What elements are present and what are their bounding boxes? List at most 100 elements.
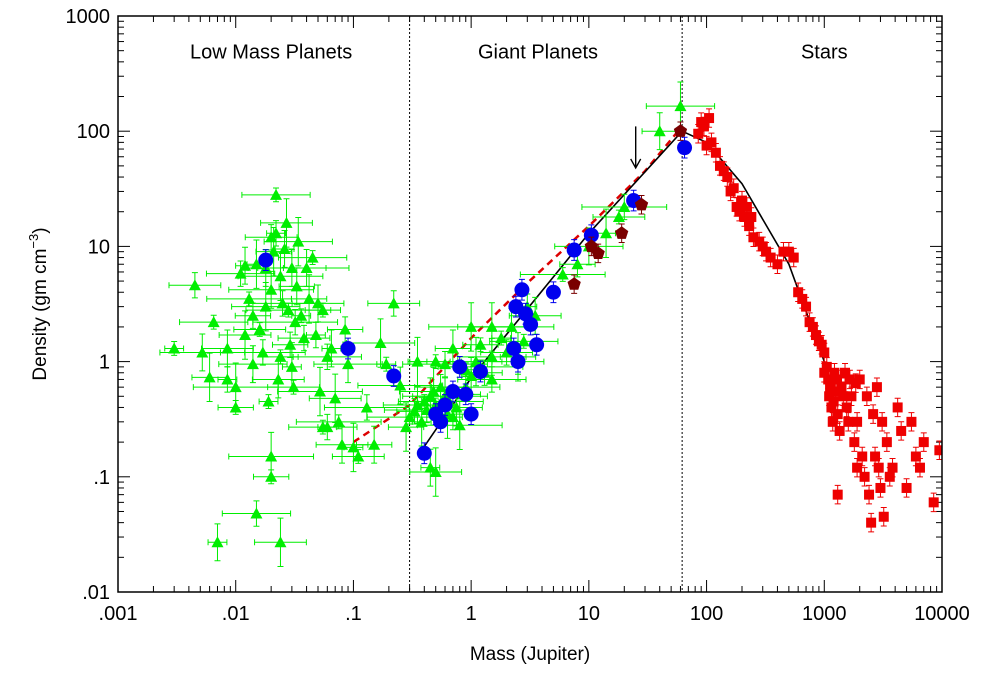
data-point-square (857, 451, 868, 462)
data-point-triangle (276, 297, 289, 309)
data-point-square (827, 416, 838, 427)
data-point-square (928, 497, 939, 508)
data-point-circle (437, 397, 453, 413)
data-point-square (710, 147, 721, 158)
data-point-square (714, 160, 725, 171)
data-point-circle (545, 284, 561, 300)
data-point-square (830, 386, 841, 397)
data-point-square (832, 489, 843, 500)
data-point-square (868, 409, 879, 420)
data-point-square (864, 489, 875, 500)
data-point-square (722, 172, 733, 183)
data-point-square (741, 201, 752, 212)
data-point-square (748, 232, 759, 243)
data-point-circle (340, 340, 356, 356)
data-point-square (698, 121, 709, 132)
x-tick-label: 1 (466, 603, 477, 625)
data-point-square (873, 462, 884, 473)
data-point-square (875, 482, 886, 493)
data-point-triangle (332, 415, 345, 427)
data-point-triangle (211, 536, 224, 548)
data-point-triangle (411, 399, 424, 411)
data-point-circle (514, 282, 530, 298)
data-point-square (896, 425, 907, 436)
data-point-triangle (321, 350, 334, 362)
data-point-triangle (262, 395, 275, 407)
region-label: Giant Planets (478, 42, 598, 64)
data-point-pentagon (567, 277, 581, 290)
data-point-square (852, 416, 863, 427)
data-point-square (810, 330, 821, 341)
data-point-triangle (196, 346, 209, 358)
data-point-square (718, 166, 729, 177)
data-point-square (834, 425, 845, 436)
data-point-triangle (300, 261, 313, 273)
data-point-triangle (270, 227, 283, 239)
data-point-triangle (250, 507, 263, 519)
data-point-circle (506, 340, 522, 356)
data-point-square (819, 347, 830, 358)
data-point-square (906, 416, 917, 427)
data-point-square (866, 517, 877, 528)
data-point-circle (463, 406, 479, 422)
data-point-triangle (265, 470, 278, 482)
data-point-square (807, 321, 818, 332)
data-point-triangle (284, 338, 297, 350)
y-tick-label: 1 (99, 352, 110, 374)
data-point-triangle (239, 329, 252, 341)
data-point-triangle (278, 242, 291, 254)
data-point-square (757, 241, 768, 252)
data-point-square (852, 462, 863, 473)
data-point-square (881, 437, 892, 448)
data-point-triangle (287, 381, 300, 393)
data-point-square (823, 374, 834, 385)
y-tick-label: 1000 (66, 6, 111, 28)
data-point-square (892, 402, 903, 413)
x-tick-label: .001 (99, 603, 138, 625)
data-point-triangle (517, 335, 530, 347)
data-point-square (829, 367, 840, 378)
data-point-triangle (285, 360, 298, 372)
data-point-triangle (429, 466, 442, 478)
data-point-triangle (329, 392, 342, 404)
data-point-square (838, 391, 849, 402)
data-point-square (772, 259, 783, 270)
data-point-square (877, 416, 888, 427)
y-tick-label: .1 (93, 467, 110, 489)
data-point-square (887, 462, 898, 473)
data-point-pentagon (615, 226, 629, 239)
data-point-triangle (394, 379, 407, 391)
data-point-triangle (387, 297, 400, 309)
data-point-circle (510, 354, 526, 370)
data-point-square (693, 128, 704, 139)
data-point-triangle (303, 292, 316, 304)
data-point-circle (677, 140, 693, 156)
data-point-triangle (465, 320, 478, 332)
data-point-circle (445, 384, 461, 400)
data-point-square (859, 471, 870, 482)
data-point-triangle (368, 438, 381, 450)
data-point-square (910, 451, 921, 462)
data-point-triangle (313, 385, 326, 397)
data-point-square (816, 339, 827, 350)
data-point-square (841, 402, 852, 413)
data-point-triangle (297, 332, 310, 344)
data-point-square (788, 252, 799, 263)
data-point-triangle (360, 401, 373, 413)
data-point-triangle (424, 461, 437, 473)
data-point-square (797, 293, 808, 304)
data-point-triangle (282, 304, 295, 316)
data-point-circle (386, 368, 402, 384)
data-point-triangle (325, 342, 338, 354)
data-point-circle (458, 386, 474, 402)
x-tick-label: 1000 (802, 603, 847, 625)
data-point-triangle (465, 369, 478, 381)
data-point-square (825, 382, 836, 393)
y-axis-title-main: Density (gm cm (30, 249, 51, 381)
data-point-triangle (274, 270, 287, 282)
x-tick-label: .1 (345, 603, 362, 625)
solid-fit-line (421, 130, 826, 451)
data-point-triangle (246, 358, 259, 370)
data-point-triangle (274, 350, 287, 362)
